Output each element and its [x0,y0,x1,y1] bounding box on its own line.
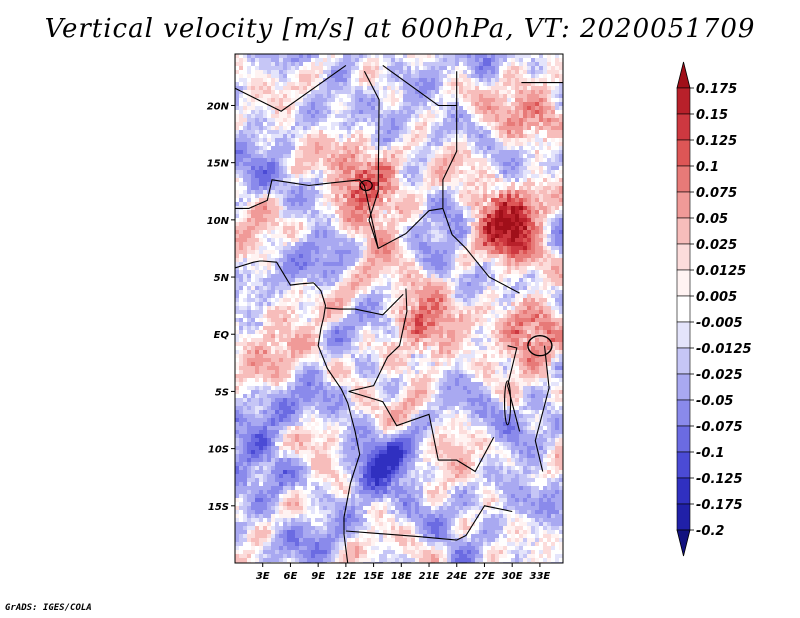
colorbar-segment [676,139,691,167]
colorbar-label: -0.025 [696,368,743,383]
lat-label: 5S [215,387,229,398]
border-5 [345,505,513,541]
border-7 [363,70,380,249]
lon-label: 27E [474,571,495,582]
colorbar-label: -0.075 [696,420,743,435]
colorbar-segment [676,425,691,453]
colorbar-label: -0.005 [696,316,743,331]
colorbar-segment [676,503,691,531]
colorbar-segment [676,269,691,297]
colorbar-segment [676,217,691,245]
border-13 [325,293,404,316]
lat-label: EQ [214,330,230,341]
colorbar-label: -0.125 [696,472,743,487]
lon-label: 9E [311,571,325,582]
colorbar-segment [676,191,691,219]
colorbar-segment [676,113,691,141]
colorbar-label: -0.1 [696,446,724,461]
lon-label: 30E [502,571,523,582]
border-12 [507,345,521,432]
colorbar-label: 0.1 [696,160,719,175]
border-1 [363,185,443,250]
colorbar-segment [676,373,691,401]
country-borders [235,54,563,563]
lon-label: 6E [284,571,298,582]
grads-credit: GrADS: IGES/COLA [5,603,92,613]
lat-label: 20N [207,101,230,112]
colorbar-label: 0.025 [696,238,737,253]
lon-label: 33E [530,571,551,582]
border-3 [348,288,408,392]
colorbar-label: -0.2 [696,524,724,539]
colorbar-segment [676,321,691,349]
lat-label: 15N [207,159,230,170]
colorbar-segment [676,399,691,427]
coastline-atlantic [313,282,361,563]
lat-label: 15S [208,502,229,513]
colorbar-label: 0.15 [696,108,728,123]
colorbar-segment [676,451,691,479]
lon-label: 24E [446,571,467,582]
colorbar-segment [676,347,691,375]
colorbar-label: 0.05 [696,212,728,227]
lon-label: 12E [335,571,356,582]
colorbar-label: -0.0125 [696,342,752,357]
colorbar-label: 0.005 [696,290,737,305]
colorbar-segment [676,87,691,115]
colorbar-segment [676,295,691,323]
lon-label: 15E [363,571,384,582]
colorbar-segment [676,165,691,193]
colorbar-label: 0.175 [696,82,737,97]
border-9 [235,64,347,112]
border-6 [382,64,458,107]
lat-label: 10N [207,216,230,227]
velocity-field [235,54,563,563]
border-2 [442,208,520,294]
colorbar-label: 0.075 [696,186,737,201]
colorbar-segment [676,477,691,505]
lat-label: 10S [208,445,229,456]
coastline-west [235,54,314,286]
lake-tanganyika [504,380,512,426]
lake-victoria [527,334,553,357]
border-11 [534,345,550,472]
lat-label: 5N [214,273,230,284]
chart-title: Vertical velocity [m/s] at 600hPa, VT: 2… [44,14,756,44]
colorbar-bottom-triangle [676,529,691,557]
border-4 [348,390,495,473]
colorbar-label: -0.05 [696,394,733,409]
colorbar-segment [676,243,691,271]
lon-label: 18E [391,571,412,582]
colorbar-label: 0.0125 [696,264,746,279]
border-0 [235,179,365,209]
lon-label: 21E [419,571,440,582]
colorbar-top-triangle [676,61,691,89]
colorbar-label: 0.125 [696,134,737,149]
border-8 [442,105,458,209]
map-frame [234,53,564,564]
lake-chad [359,179,373,192]
lon-label: 3E [256,571,270,582]
colorbar-label: -0.175 [696,498,743,513]
